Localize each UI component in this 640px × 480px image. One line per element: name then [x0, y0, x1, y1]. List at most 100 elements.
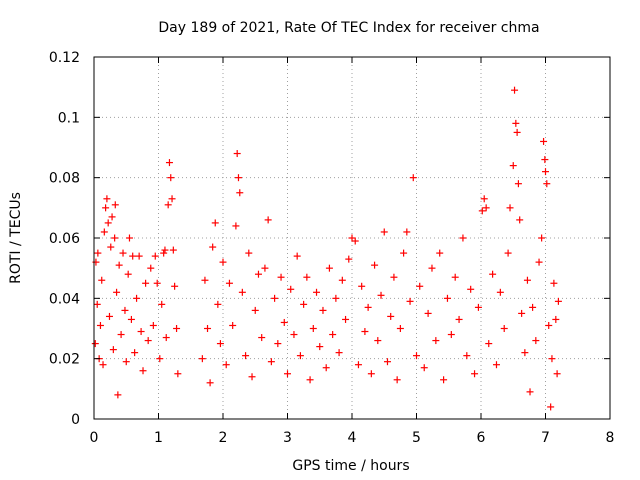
- data-point-marker: [374, 337, 382, 345]
- data-point-marker: [211, 219, 219, 227]
- data-point-marker: [248, 373, 256, 381]
- data-point-marker: [338, 276, 346, 284]
- data-point-marker: [151, 252, 159, 260]
- data-point-marker: [201, 276, 209, 284]
- data-point-marker: [538, 234, 546, 242]
- data-point-marker: [313, 288, 321, 296]
- data-point-marker: [274, 340, 282, 348]
- data-point-marker: [169, 246, 177, 254]
- data-point-marker: [261, 264, 269, 272]
- data-point-marker: [535, 258, 543, 266]
- data-point-marker: [242, 352, 250, 360]
- data-point-marker: [492, 361, 500, 369]
- data-point-marker: [358, 282, 366, 290]
- y-tick-label: 0.02: [49, 352, 80, 368]
- data-point-marker: [93, 300, 101, 308]
- data-point-marker: [532, 337, 540, 345]
- data-point-marker: [161, 246, 169, 254]
- data-point-marker: [541, 156, 549, 164]
- data-point-marker: [284, 370, 291, 378]
- data-point-marker: [443, 294, 451, 302]
- data-point-marker: [234, 174, 242, 182]
- data-point-marker: [432, 337, 440, 345]
- data-point-marker: [296, 352, 304, 360]
- data-point-marker: [96, 321, 104, 329]
- data-point-marker: [171, 282, 179, 290]
- y-tick-label: 0.06: [49, 231, 80, 247]
- data-point-marker: [131, 349, 139, 357]
- data-point-marker: [467, 285, 475, 293]
- data-point-marker: [168, 195, 176, 203]
- data-point-marker: [413, 352, 420, 360]
- data-point-marker: [526, 388, 534, 396]
- data-point-marker: [293, 252, 301, 260]
- data-point-marker: [290, 331, 298, 339]
- data-point-marker: [271, 294, 279, 302]
- data-point-marker: [504, 249, 512, 257]
- data-point-marker: [127, 315, 135, 323]
- data-point-marker: [144, 337, 152, 345]
- data-point-marker: [545, 321, 553, 329]
- x-tick-label: 7: [541, 430, 550, 446]
- data-point-marker: [496, 288, 504, 296]
- data-point-marker: [137, 328, 145, 336]
- data-point-marker: [158, 300, 166, 308]
- data-point-marker: [133, 294, 141, 302]
- data-point-marker: [345, 255, 353, 263]
- data-point-marker: [316, 343, 324, 351]
- data-point-marker: [471, 370, 479, 378]
- data-point-marker: [129, 252, 137, 260]
- data-point-marker: [109, 346, 117, 354]
- data-point-marker: [455, 315, 463, 323]
- data-point-marker: [482, 204, 490, 212]
- data-point-marker: [103, 195, 111, 203]
- data-point-marker: [351, 237, 359, 245]
- data-point-marker: [135, 252, 143, 260]
- data-point-marker: [125, 234, 133, 242]
- x-tick-label: 8: [606, 430, 615, 446]
- data-point-marker: [121, 306, 129, 314]
- data-point-marker: [124, 270, 132, 278]
- data-point-marker: [162, 334, 170, 342]
- data-point-marker: [114, 391, 122, 399]
- data-point-marker: [229, 321, 237, 329]
- data-point-marker: [232, 222, 240, 230]
- data-point-marker: [459, 234, 467, 242]
- data-point-marker: [238, 288, 246, 296]
- data-point-marker: [364, 303, 372, 311]
- data-point-marker: [164, 201, 172, 209]
- data-point-marker: [174, 370, 182, 378]
- data-point-marker: [117, 331, 125, 339]
- data-point-marker: [361, 328, 369, 336]
- y-tick-label: 0.12: [49, 50, 80, 66]
- data-point-marker: [428, 264, 436, 272]
- data-point-marker: [447, 331, 455, 339]
- data-point-marker: [94, 249, 102, 257]
- data-point-marker: [139, 367, 147, 375]
- data-point-marker: [300, 300, 308, 308]
- data-point-marker: [98, 276, 106, 284]
- data-point-marker: [550, 279, 558, 287]
- y-axis-label: ROTI / TECUs: [8, 192, 24, 284]
- data-point-marker: [543, 180, 551, 188]
- data-point-marker: [440, 376, 448, 384]
- data-point-marker: [325, 264, 333, 272]
- data-point-marker: [147, 264, 155, 272]
- data-point-marker: [102, 204, 110, 212]
- data-point-marker: [380, 228, 388, 236]
- data-point-marker: [511, 86, 519, 94]
- x-tick-label: 2: [219, 430, 228, 446]
- x-axis-label: GPS time / hours: [292, 458, 409, 474]
- x-tick-label: 6: [477, 430, 486, 446]
- data-point-marker: [451, 273, 459, 281]
- x-tick-label: 4: [348, 430, 357, 446]
- data-point-marker: [552, 315, 560, 323]
- data-point-marker: [277, 273, 285, 281]
- data-point-marker: [335, 349, 343, 357]
- data-point-marker: [474, 303, 482, 311]
- data-point-marker: [167, 174, 175, 182]
- data-point-marker: [463, 352, 471, 360]
- data-point-marker: [554, 297, 562, 305]
- data-point-marker: [500, 325, 508, 332]
